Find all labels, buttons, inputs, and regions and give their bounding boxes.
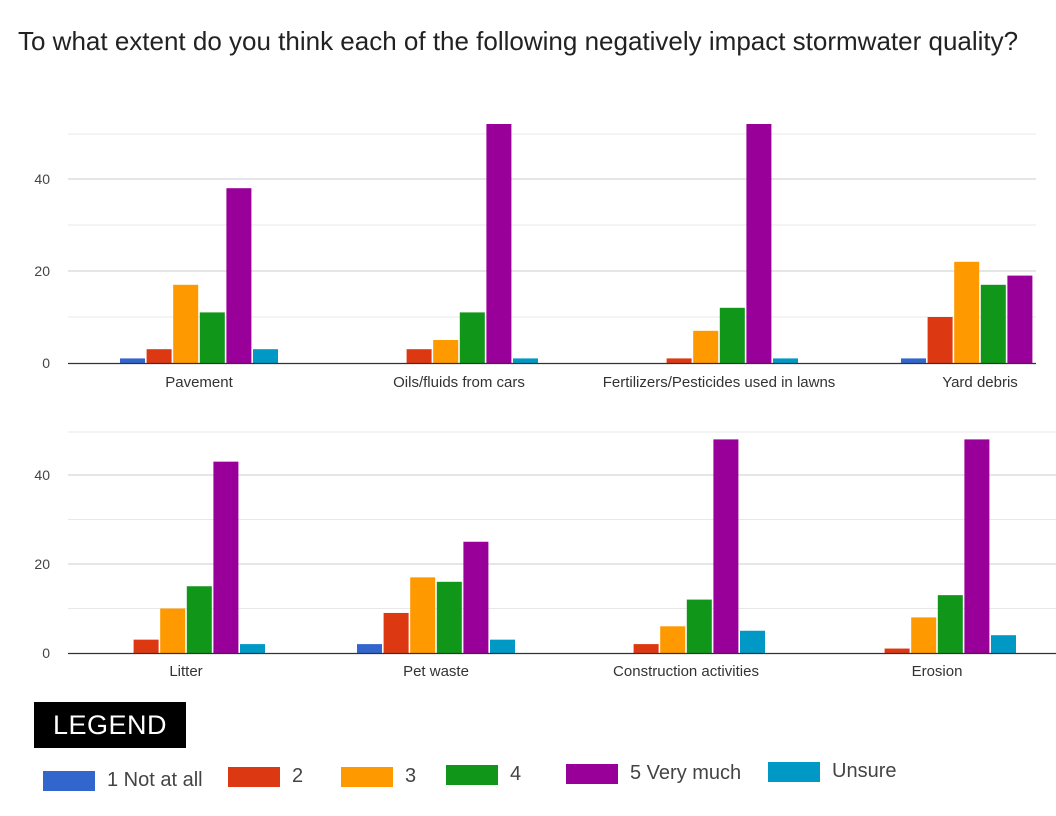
- chart2-bar-erosion-4: [937, 595, 963, 653]
- chart2-bar-pet-waste-5-very-much: [463, 541, 489, 653]
- legend-item-3: 3: [341, 765, 416, 788]
- legend-swatch-unsure: [768, 761, 820, 782]
- legend-swatch-4: [446, 764, 498, 785]
- chart2-bar-litter-4: [186, 586, 212, 653]
- chart-area: 0 20 40 Pavement Oils/fluids from cars Fertil…: [34, 124, 1056, 680]
- chart2-bar-pet-waste-3: [410, 577, 436, 653]
- legend-swatch-2: [228, 766, 280, 787]
- chart2-ytick-40: 40: [34, 467, 50, 483]
- chart1-bar-fertilizers-pesticides-used-in-lawns-4: [719, 307, 745, 363]
- chart1-bar-fertilizers-pesticides-used-in-lawns-3: [693, 330, 719, 363]
- chart2-bar-erosion-5-very-much: [964, 439, 990, 653]
- chart1-bar-yard-debris-5-very-much: [1007, 275, 1033, 363]
- legend-label-1-not-at-all: 1 Not at all: [107, 769, 203, 791]
- chart1-bar-fertilizers-pesticides-used-in-lawns-5-very-much: [746, 124, 772, 363]
- chart2-bar-erosion-2: [884, 648, 910, 653]
- legend-label-2: 2: [292, 765, 304, 787]
- chart1-bar-yard-debris-1-not-at-all: [901, 358, 926, 363]
- chart2-category-label-pet-waste: Pet waste: [403, 663, 469, 680]
- legend-item-2: 2: [228, 765, 303, 788]
- legend-title: LEGEND: [34, 702, 186, 748]
- chart2-bar-construction-activities-4: [686, 599, 712, 653]
- chart1-bar-oils-fluids-from-cars-5-very-much: [486, 124, 512, 363]
- legend-label-5-very-much: 5 Very much: [630, 762, 742, 784]
- chart1-bar-pavement-3: [173, 284, 199, 363]
- chart1-bar-oils-fluids-from-cars-2: [406, 349, 432, 363]
- chart2-bar-construction-activities-3: [660, 626, 686, 653]
- chart1-bar-oils-fluids-from-cars-3: [433, 340, 459, 363]
- chart1-ytick-20: 20: [34, 263, 50, 279]
- chart2-ytick-20: 20: [34, 556, 50, 572]
- chart1-category-label-fertilizers-pesticides-used-in-lawns: Fertilizers/Pesticides used in lawns: [603, 374, 836, 391]
- legend-label-3: 3: [405, 765, 417, 787]
- chart2-category-label-litter: Litter: [169, 663, 202, 680]
- legend-swatch-5-very-much: [566, 763, 618, 784]
- chart2-bar-litter-5-very-much: [213, 461, 239, 653]
- legend-swatch-1-not-at-all: [43, 770, 95, 791]
- chart1-category-label-yard-debris: Yard debris: [942, 374, 1018, 391]
- chart2-ytick-0: 0: [42, 645, 50, 661]
- chart2-bar-erosion-unsure: [991, 635, 1016, 653]
- legend-swatch-3: [341, 766, 393, 787]
- chart1-bar-fertilizers-pesticides-used-in-lawns-unsure: [773, 358, 798, 363]
- chart2-bar-litter-2: [133, 639, 159, 653]
- chart2-bar-pet-waste-2: [383, 612, 409, 653]
- chart2-bar-construction-activities-5-very-much: [713, 439, 739, 653]
- chart1-ytick-0: 0: [42, 355, 50, 371]
- chart2-bar-pet-waste-1-not-at-all: [357, 644, 382, 653]
- chart1-bar-pavement-1-not-at-all: [120, 358, 145, 363]
- chart1-bar-pavement-5-very-much: [226, 188, 252, 363]
- chart1-bar-fertilizers-pesticides-used-in-lawns-2: [666, 358, 692, 363]
- chart2-bar-litter-unsure: [240, 644, 265, 653]
- chart1-bar-pavement-2: [146, 349, 172, 363]
- chart1-bar-oils-fluids-from-cars-4: [459, 312, 485, 363]
- chart2-bar-litter-3: [160, 608, 186, 653]
- chart1-category-label-oils-fluids-from-cars: Oils/fluids from cars: [393, 374, 525, 391]
- legend-label-4: 4: [510, 763, 522, 785]
- chart2-bar-pet-waste-unsure: [490, 639, 515, 653]
- chart2-bar-pet-waste-4: [436, 581, 462, 653]
- chart1-bar-yard-debris-3: [954, 261, 980, 363]
- chart2-category-label-construction-activities: Construction activities: [613, 663, 759, 680]
- chart1-bar-yard-debris-4: [980, 284, 1006, 363]
- chart2-bar-construction-activities-unsure: [740, 630, 765, 653]
- chart-title: To what extent do you think each of the …: [18, 26, 1019, 56]
- chart1-bar-pavement-unsure: [253, 349, 278, 363]
- chart1-bar-pavement-4: [199, 312, 225, 363]
- legend-item-unsure: Unsure: [768, 760, 896, 783]
- chart2-category-label-erosion: Erosion: [912, 663, 963, 680]
- chart1-category-label-pavement: Pavement: [165, 374, 233, 391]
- legend-item-4: 4: [446, 763, 521, 786]
- legend-label-unsure: Unsure: [832, 760, 897, 782]
- legend-item-1-not-at-all: 1 Not at all: [43, 769, 203, 792]
- chart1-bar-yard-debris-2: [927, 317, 953, 363]
- legend-item-5-very-much: 5 Very much: [566, 762, 741, 785]
- chart2-bar-erosion-3: [911, 617, 937, 653]
- chart2-bar-construction-activities-2: [633, 644, 659, 653]
- chart1-bar-oils-fluids-from-cars-unsure: [513, 358, 538, 363]
- chart1-ytick-40: 40: [34, 171, 50, 187]
